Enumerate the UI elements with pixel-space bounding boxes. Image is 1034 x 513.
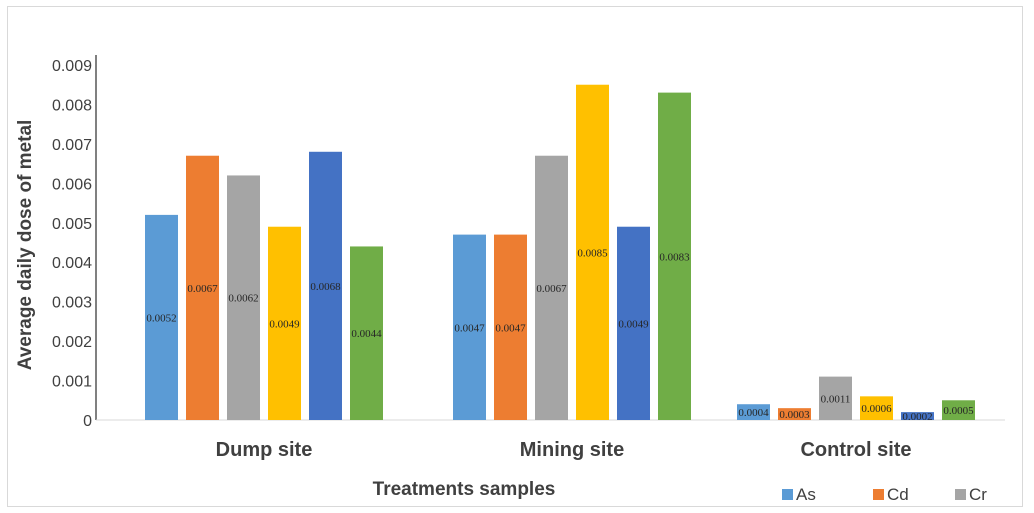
data-label: 0.0067 xyxy=(187,283,218,295)
bar-series-5-dump-site xyxy=(309,151,342,420)
bar-cd-control-site xyxy=(778,408,811,420)
legend-swatch-as xyxy=(782,489,793,500)
data-label: 0.0052 xyxy=(146,312,176,324)
bar-series-6-dump-site xyxy=(350,246,383,420)
data-label: 0.0004 xyxy=(738,407,769,419)
x-category-label: Control site xyxy=(800,439,911,461)
bar-as-control-site xyxy=(737,404,770,420)
x-axis-title: Treatments samples xyxy=(373,479,556,500)
bar-series-4-control-site xyxy=(860,396,893,420)
y-tick-label: 0.006 xyxy=(52,176,92,193)
y-tick-label: 0.005 xyxy=(52,216,92,233)
legend-label-as: As xyxy=(796,485,816,504)
data-label: 0.0047 xyxy=(495,322,526,334)
bar-series-5-control-site xyxy=(901,412,934,420)
y-tick-label: 0.007 xyxy=(52,137,92,154)
bar-cr-mining-site xyxy=(535,155,568,420)
bar-series-4-dump-site xyxy=(268,226,301,420)
data-label: 0.0005 xyxy=(943,405,974,417)
y-tick-label: 0.008 xyxy=(52,97,92,114)
y-tick-label: 0.001 xyxy=(52,374,92,391)
bar-cr-control-site xyxy=(819,376,852,420)
y-tick-label: 0.009 xyxy=(52,58,92,75)
legend-swatch-cd xyxy=(873,489,884,500)
data-label: 0.0006 xyxy=(861,403,892,415)
data-label: 0.0003 xyxy=(779,409,810,421)
data-label: 0.0049 xyxy=(618,318,649,330)
x-category-label: Mining site xyxy=(520,439,624,461)
y-tick-label: 0.003 xyxy=(52,295,92,312)
data-label: 0.0011 xyxy=(821,393,851,405)
bar-cd-dump-site xyxy=(186,155,219,420)
data-label: 0.0085 xyxy=(577,247,608,259)
bar-as-dump-site xyxy=(145,214,178,420)
bar-series-4-mining-site xyxy=(576,84,609,420)
y-axis-title: Average daily dose of metal xyxy=(15,120,36,371)
data-label: 0.0002 xyxy=(902,411,932,423)
data-label: 0.0049 xyxy=(269,318,300,330)
data-label: 0.0047 xyxy=(454,322,485,334)
y-tick-label: 0.004 xyxy=(52,255,92,272)
bar-cd-mining-site xyxy=(494,234,527,420)
legend-label-cr: Cr xyxy=(969,485,987,504)
y-tick-label: 0 xyxy=(83,413,92,430)
bar-series-6-control-site xyxy=(942,400,975,420)
data-label: 0.0083 xyxy=(659,251,690,263)
bar-as-mining-site xyxy=(453,234,486,420)
bar-cr-dump-site xyxy=(227,175,260,420)
y-tick-label: 0.002 xyxy=(52,334,92,351)
bar-series-5-mining-site xyxy=(617,226,650,420)
legend-swatch-cr xyxy=(955,489,966,500)
x-category-label: Dump site xyxy=(216,439,313,461)
bar-series-6-mining-site xyxy=(658,92,691,420)
data-label: 0.0062 xyxy=(228,293,258,305)
data-label: 0.0044 xyxy=(351,328,382,340)
data-label: 0.0067 xyxy=(536,283,567,295)
data-label: 0.0068 xyxy=(310,281,341,293)
legend-label-cd: Cd xyxy=(887,485,909,504)
